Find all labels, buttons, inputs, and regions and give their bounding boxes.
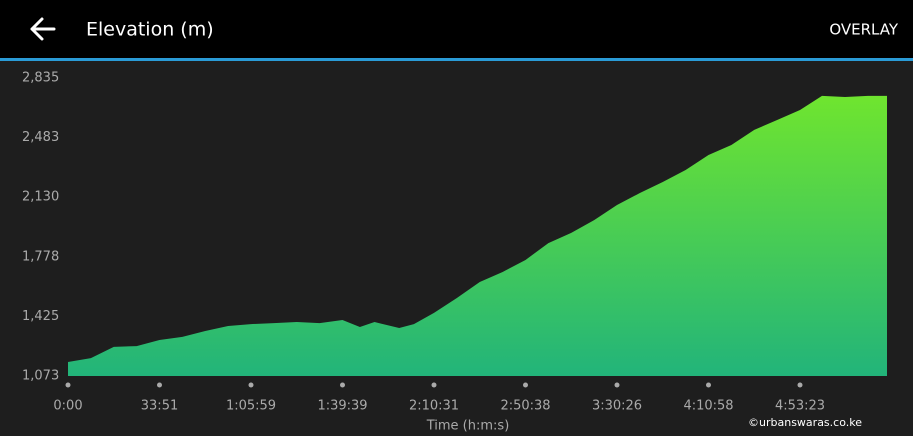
- y-tick-label: 2,835: [22, 71, 59, 86]
- x-tick-dot: [614, 382, 620, 388]
- elevation-area: [68, 95, 887, 376]
- x-tick-label: 1:39:39: [317, 399, 367, 414]
- x-tick-label: 2:50:38: [500, 399, 550, 414]
- x-tick-dot: [65, 382, 71, 388]
- y-tick-label: 2,130: [22, 190, 59, 205]
- x-tick-dot: [157, 382, 162, 388]
- x-tick-dot: [797, 382, 803, 388]
- watermark: ©urbanswaras.co.ke: [748, 416, 862, 429]
- x-tick-label: 0:00: [53, 399, 82, 414]
- x-tick-dot: [248, 382, 254, 388]
- app-bar: [0, 0, 913, 58]
- y-tick-label: 1,778: [22, 249, 59, 264]
- x-tick-dot: [340, 382, 345, 388]
- x-tick-label: 2:10:31: [409, 399, 459, 414]
- x-tick-dot: [523, 382, 528, 388]
- x-tick-label: 3:30:26: [592, 399, 642, 414]
- back-button[interactable]: [30, 17, 56, 41]
- x-tick-dot: [431, 382, 437, 388]
- x-tick-dot: [706, 382, 711, 388]
- app-bar-underline: [0, 58, 913, 61]
- x-tick-label: 4:10:58: [683, 399, 733, 414]
- screen-title: Elevation (m): [86, 19, 214, 41]
- y-tick-label: 2,483: [22, 130, 59, 145]
- plot: 1,073 1,425 1,778 2,130 2,483 2,835 0:00 33:51 1…: [22, 71, 887, 414]
- x-tick-label: 4:53:23: [775, 399, 825, 414]
- overlay-button[interactable]: OVERLAY: [829, 21, 899, 39]
- back-arrow[interactable]: [30, 17, 56, 41]
- x-tick-label: 1:05:59: [226, 399, 276, 414]
- x-axis-label: Time (h:m:s): [426, 419, 510, 434]
- y-tick-label: 1,425: [22, 309, 59, 324]
- y-tick-label: 1,073: [22, 369, 59, 384]
- x-tick-label: 33:51: [141, 399, 178, 414]
